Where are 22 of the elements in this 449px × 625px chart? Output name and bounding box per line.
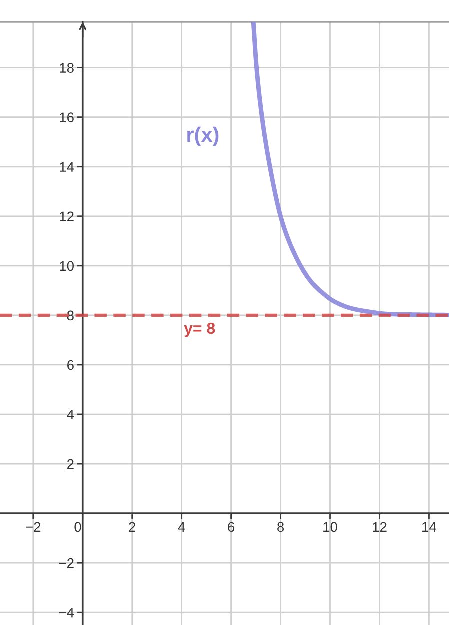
x-tick-label: 6 [228, 522, 235, 532]
y-tick-label: 10 [60, 261, 74, 272]
x-tick-label: 10 [324, 522, 338, 532]
x-tick-label: 8 [278, 522, 284, 532]
y-tick-label: 4 [67, 410, 74, 420]
y-tick-label: 14 [60, 162, 74, 172]
y-tick-label: 2 [68, 459, 74, 470]
x-tick-label: 0 [74, 522, 82, 532]
x-tick-label: −2 [26, 522, 41, 532]
y-tick-label: 16 [60, 112, 74, 123]
y-tick-label: 6 [68, 360, 74, 370]
y-tick-label: 8 [67, 310, 74, 321]
ref-line-label: y= 8 [184, 322, 216, 338]
y-tick-label: 12 [60, 212, 74, 222]
y-tick-label: −2 [59, 558, 74, 568]
x-tick-label: 14 [422, 522, 437, 532]
y-tick-label: −4 [59, 608, 74, 618]
text: r(x) [188, 126, 219, 146]
x-tick-label: 12 [373, 522, 387, 532]
x-tick-label: 2 [129, 522, 136, 532]
x-tick-label: 4 [178, 522, 186, 532]
y-tick-label: 18 [60, 63, 74, 73]
